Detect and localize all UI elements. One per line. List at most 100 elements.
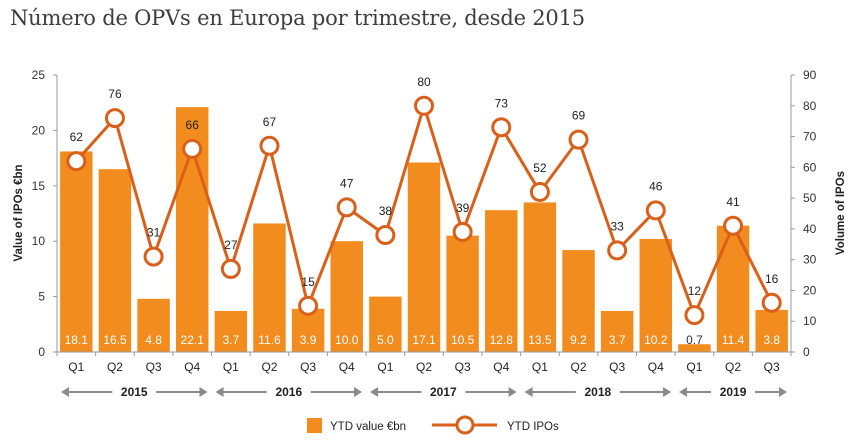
y-tick-label: 15 [32,179,46,193]
x-tick-label: Q1 [377,360,393,374]
y2-tick-label: 30 [803,253,817,267]
x-tick-label: Q4 [648,360,664,374]
ipo-marker [491,117,512,138]
ipo-marker [298,295,319,316]
ipo-count-label: 69 [572,109,586,123]
bar-value-label: 0.7 [686,333,703,347]
y-tick-label: 0 [38,345,45,359]
data-labels: 18.1 16.5 4.8 22.1 3.7 11.6 3.9 10.0 5.0 17.1 10.5… [65,75,781,347]
bar-value-label: 3.8 [763,333,780,347]
ipo-marker [645,200,666,221]
bar-series [60,107,788,352]
bar-value-label: 10.5 [451,333,475,347]
x-tick-label: Q2 [261,360,277,374]
ipo-count-label: 62 [70,130,84,144]
bar [562,250,595,352]
bar [678,344,711,352]
ipo-marker [684,305,705,326]
bar-value-label: 5.0 [377,333,394,347]
arrowhead-right-icon [199,387,208,397]
ipo-count-label: 76 [108,87,122,101]
bar-value-label: 3.9 [300,333,317,347]
bar [137,298,170,352]
line-series [66,95,782,326]
ipo-marker [529,181,550,202]
arrowhead-left-icon [524,387,533,397]
ipo-count-label: 46 [649,179,663,193]
bar-value-label: 4.8 [145,333,162,347]
ipo-count-label: 38 [379,204,393,218]
bar-value-label: 10.0 [335,333,359,347]
bar-value-label: 3.7 [609,333,626,347]
axes: 0 5 10 15 20 25 0 10 20 30 40 50 60 70 80 90 Q1 Q2 Q3 Q4 Q1 Q… [32,68,817,399]
bar [60,151,93,352]
x-tick-label: Q2 [571,360,587,374]
bar [407,162,441,352]
bar-value-label: 16.5 [103,333,127,347]
bar [330,241,363,352]
y-tick-label: 5 [38,290,45,304]
bar [523,202,557,352]
ipo-count-label: 16 [765,272,779,286]
year-label: 2018 [584,385,611,399]
y-tick-label: 10 [32,234,46,248]
bar-value-label: 9.2 [570,333,587,347]
ipo-count-label: 27 [224,238,238,252]
x-tick-label: Q4 [339,360,355,374]
ipo-marker [220,258,241,279]
bar-value-label: 13.5 [528,333,552,347]
ipo-count-label: 47 [340,176,354,190]
x-tick-label: Q3 [609,360,625,374]
x-tick-label: Q3 [146,360,162,374]
ipo-count-label: 39 [456,201,470,215]
bar-value-label: 12.8 [490,333,514,347]
arrowhead-left-icon [61,387,69,397]
bar-value-label: 3.7 [222,333,239,347]
y2-tick-label: 50 [803,191,817,205]
year-label: 2019 [720,385,747,399]
ipo-marker [375,225,396,246]
arrowhead-right-icon [354,387,363,397]
year-label: 2017 [430,385,457,399]
ipo-marker [568,129,589,150]
ipo-count-label: 31 [147,226,161,240]
bar [369,296,402,352]
ipo-marker [66,151,87,172]
ipo-count-label: 15 [301,275,315,289]
ipo-count-label: 66 [186,118,200,132]
bar [214,311,248,352]
ipo-marker [607,240,628,261]
ipo-marker [723,215,744,236]
x-tick-label: Q1 [686,360,702,374]
y2-tick-label: 40 [803,222,817,236]
ipo-count-label: 52 [533,161,547,175]
bar-value-label: 10.2 [644,333,668,347]
ipo-marker [143,246,164,267]
x-tick-label: Q4 [184,360,200,374]
x-tick-label: Q1 [223,360,239,374]
y2-tick-label: 20 [803,283,817,297]
arrowhead-right-icon [508,387,517,397]
x-tick-label: Q2 [725,360,741,374]
ipo-count-label: 67 [263,115,277,129]
bar [98,169,132,352]
bar [253,223,286,352]
bar-value-label: 22.1 [181,333,205,347]
arrowhead-right-icon [779,387,787,397]
bar [600,311,634,352]
year-label: 2016 [275,385,302,399]
ipo-count-label: 12 [688,284,702,298]
bar [446,235,479,352]
x-tick-label: Q3 [300,360,316,374]
ipo-count-label: 33 [610,219,624,233]
legend-bar-label: YTD value €bn [330,421,406,433]
chart-title: Número de OPVs en Europa por trimestre, … [10,6,585,30]
x-tick-label: Q2 [107,360,123,374]
y2-tick-label: 0 [803,345,810,359]
ipo-marker [452,221,473,242]
y2-axis-title: Volume of IPOs [835,171,847,255]
x-tick-label: Q4 [493,360,509,374]
y2-tick-label: 10 [803,314,817,328]
bar [639,238,673,352]
